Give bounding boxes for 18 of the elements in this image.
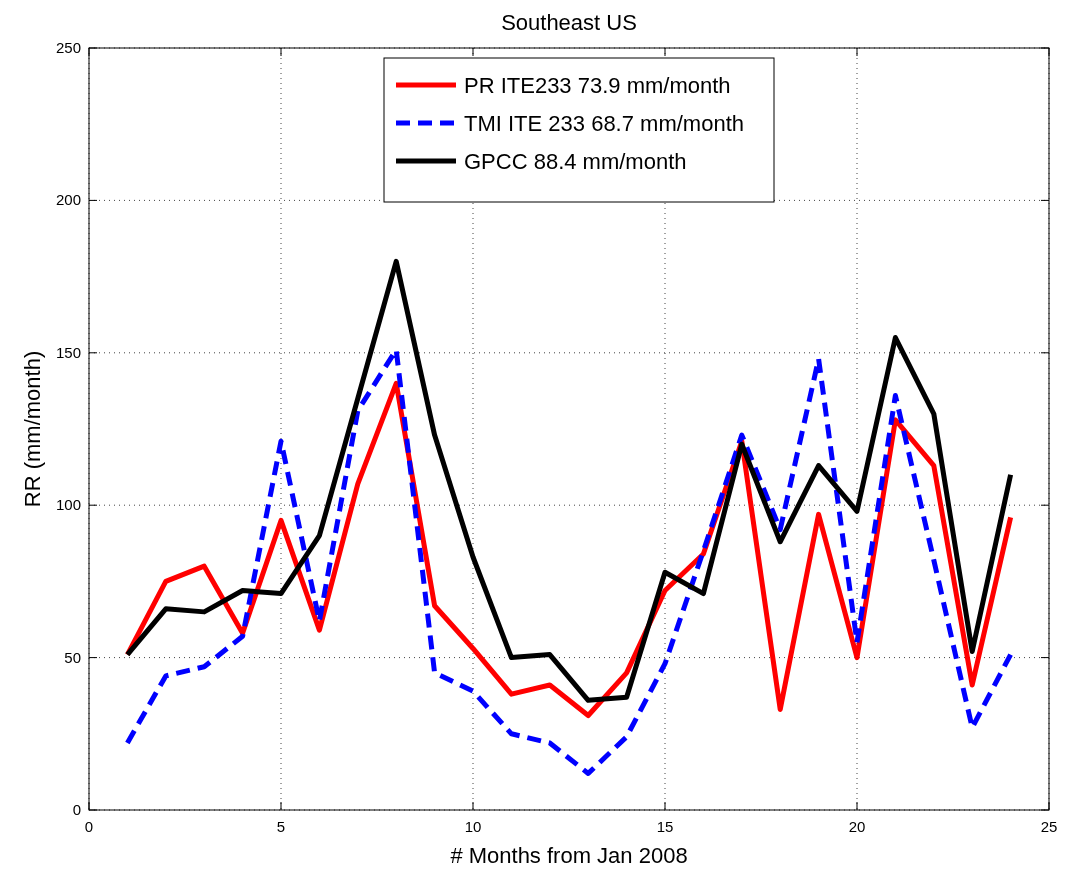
x-tick-label: 20 (848, 818, 866, 835)
y-tick-label: 150 (55, 343, 81, 361)
legend-label: TMI ITE 233 68.7 mm/month (464, 111, 744, 136)
y-axis-title: RR (mm/month) (20, 350, 45, 508)
legend-label: GPCC 88.4 mm/month (464, 149, 687, 174)
y-tick-label: 0 (72, 801, 81, 818)
y-tick-label: 200 (55, 191, 81, 209)
y-tick-label: 50 (64, 648, 81, 666)
y-tick-label: 100 (55, 496, 81, 514)
x-tick-label: 0 (84, 818, 94, 835)
x-tick-label: 10 (464, 818, 482, 835)
x-axis-title: # Months from Jan 2008 (450, 843, 688, 868)
x-tick-label: 25 (1040, 818, 1058, 835)
x-tick-label: 15 (656, 818, 674, 835)
legend-label: PR ITE233 73.9 mm/month (464, 73, 731, 98)
chart-title: Southeast US (501, 10, 637, 35)
y-tick-label: 250 (55, 39, 81, 56)
x-tick-label: 5 (276, 818, 286, 835)
